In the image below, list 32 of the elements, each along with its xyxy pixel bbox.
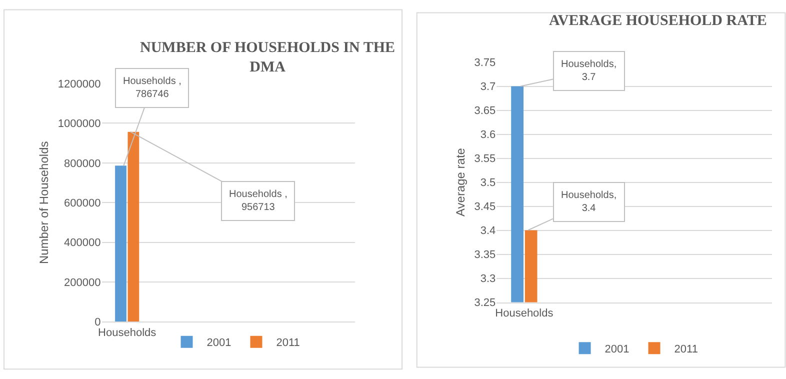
legend-label: 2011 [674,343,698,356]
y-tick-label: 600000 [64,197,101,210]
y-tick-label: 3.4 [480,225,496,238]
y-tick-label: 3.5 [480,177,496,190]
data-label: Households, 3.4 [561,190,617,214]
y-tick-label: 3.45 [474,201,496,214]
y-tick-label: 800000 [64,158,101,170]
y-tick-label: 1200000 [58,78,101,90]
x-tick-label: Households [98,326,157,339]
y-tick-label: 3.65 [474,105,496,118]
y-tick-label: 0 [94,316,101,329]
data-label: Households , 956713 [229,189,288,213]
legend-label: 2001 [206,337,232,350]
y-tick-label: 400000 [64,237,101,250]
y-tick-label: 3.25 [474,297,496,310]
y-axis-title: Number of Households [37,141,52,264]
data-label: Households , 786746 [123,76,182,100]
y-tick-label: 3.35 [474,249,496,262]
chart-title: NUMBER OF HOUSEHOLDS IN THE DMA [140,40,396,76]
x-tick-label: Households [495,307,554,320]
y-tick-label: 3.3 [480,273,496,286]
y-tick-label: 200000 [64,276,101,289]
y-tick-label: 3.6 [480,129,496,142]
chart-title: AVERAGE HOUSEHOLD RATE [549,13,767,29]
y-tick-label: 3.75 [474,57,496,70]
y-tick-label: 3.7 [480,81,496,94]
y-axis-title: Average rate [454,148,468,217]
data-label: Households, 3.7 [561,59,617,83]
y-tick-label: 3.55 [474,153,496,166]
legend-label: 2001 [604,343,630,356]
legend-label: 2011 [276,337,300,350]
y-tick-label: 1000000 [58,118,101,130]
